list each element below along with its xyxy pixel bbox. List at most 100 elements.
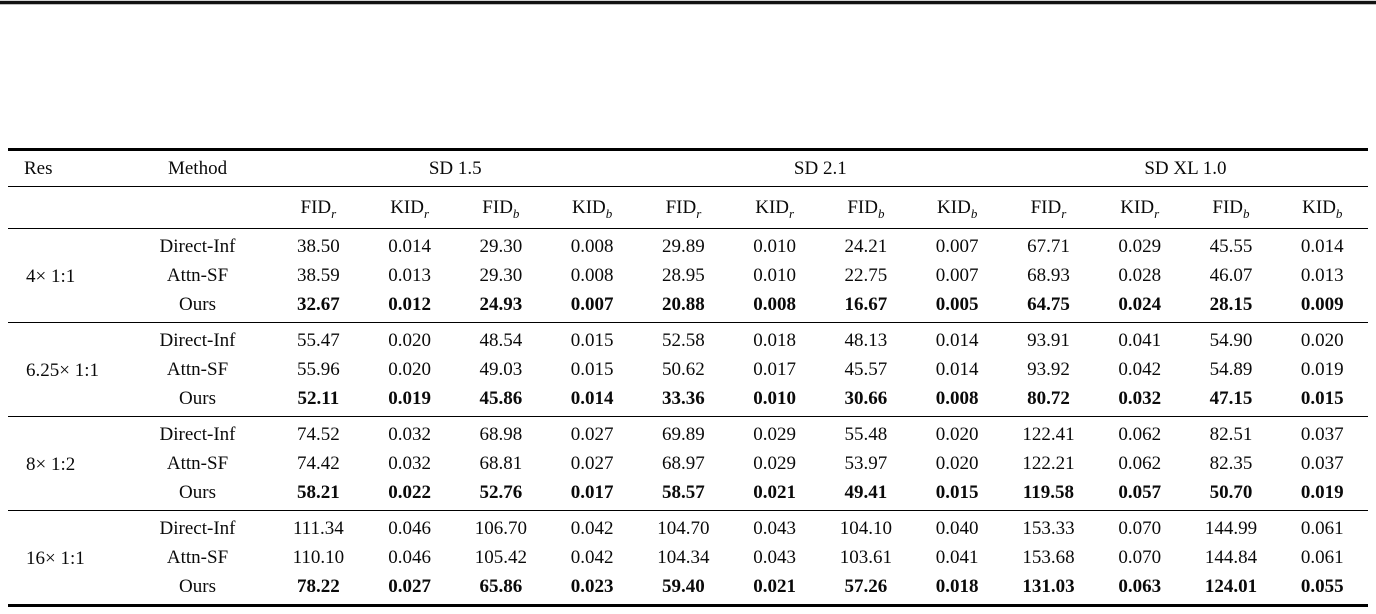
metric-value: 45.86: [479, 387, 523, 409]
metric-value: 0.015: [570, 329, 614, 351]
metric-value: 52.76: [479, 481, 523, 503]
metric-header: KIDr: [364, 187, 455, 229]
metric-value: 0.042: [570, 546, 614, 568]
metric-value: 28.95: [662, 264, 705, 286]
metric-value: 58.57: [662, 481, 705, 503]
table-row: 8× 1:2 Direct-Inf 74.52 0.032 68.98 0.027…: [8, 417, 1368, 476]
metric-value: 45.57: [844, 358, 888, 380]
table-row: 6.25× 1:1 Direct-Inf 55.47 0.020 48.54 0.…: [8, 323, 1368, 382]
metric-value: 24.21: [844, 235, 888, 257]
group-header-sdxl: SD XL 1.0: [1144, 157, 1227, 179]
method-cell: Direct-Inf: [159, 517, 236, 539]
metric-value: 0.055: [1300, 575, 1344, 597]
res-group: 6.25× 1:1 Direct-Inf 55.47 0.020 48.54 0.…: [8, 322, 1368, 417]
metric-name: KID: [1302, 196, 1336, 218]
table-head: Res Method SD 1.5 SD 2.1 SD XL 1.0 FIDr …: [8, 150, 1368, 229]
metric-value: 144.84: [1204, 546, 1258, 568]
metric-value: 0.028: [1118, 264, 1162, 286]
metric-value: 0.014: [1300, 235, 1344, 257]
metric-value: 0.008: [570, 235, 614, 257]
metric-value: 0.008: [570, 264, 614, 286]
metric-value: 20.88: [662, 293, 705, 315]
table-row: Ours 78.22 0.027 65.86 0.023 59.40 0.021…: [8, 572, 1368, 606]
metric-value: 0.012: [388, 293, 431, 315]
metric-value: 0.010: [753, 387, 797, 409]
metric-value: 0.032: [388, 423, 431, 445]
res-cell: 16× 1:1: [26, 548, 85, 569]
metric-sub: b: [1243, 205, 1250, 221]
metric-value: 0.046: [388, 517, 431, 539]
metric-value: 0.015: [1300, 387, 1344, 409]
metric-value: 0.027: [570, 452, 614, 474]
metric-name: KID: [571, 196, 606, 218]
metric-value: 0.019: [388, 387, 431, 409]
method-cell: Attn-SF: [166, 452, 229, 474]
metric-value: 119.58: [1022, 481, 1075, 503]
metric-header: KIDb: [1277, 187, 1368, 229]
metric-value: 65.86: [479, 575, 523, 597]
metric-value: 0.061: [1300, 517, 1344, 539]
metric-value: 106.70: [474, 517, 527, 539]
metric-sub: r: [789, 205, 795, 221]
metric-name: KID: [390, 196, 424, 218]
res-cell: 4× 1:1: [26, 266, 76, 287]
metric-value: 54.89: [1209, 358, 1253, 380]
metric-value: 0.032: [1118, 387, 1162, 409]
method-cell: Attn-SF: [166, 264, 229, 286]
metric-value: 30.66: [844, 387, 888, 409]
metric-value: 80.72: [1027, 387, 1070, 409]
metric-value: 0.037: [1300, 452, 1344, 474]
metric-value: 122.41: [1022, 423, 1075, 445]
metric-value: 0.013: [388, 264, 431, 286]
metric-value: 0.007: [935, 235, 979, 257]
method-cell: Ours: [179, 575, 216, 597]
metric-value: 0.018: [753, 329, 797, 351]
metric-value: 52.11: [297, 387, 340, 409]
metric-value: 93.91: [1027, 329, 1070, 351]
metric-value: 0.043: [753, 517, 797, 539]
metric-value: 38.50: [296, 235, 340, 257]
empty-cell: [8, 187, 122, 229]
metric-value: 0.063: [1118, 575, 1162, 597]
metric-value: 0.023: [570, 575, 614, 597]
metric-sub: b: [1335, 205, 1343, 221]
metric-header: KIDr: [1094, 187, 1185, 229]
metric-value: 0.070: [1118, 546, 1162, 568]
metric-name: FID: [665, 196, 697, 218]
metric-value: 38.59: [296, 264, 340, 286]
group-header-sd21: SD 2.1: [793, 157, 847, 179]
metric-value: 93.92: [1027, 358, 1070, 380]
metric-value: 22.75: [844, 264, 888, 286]
table-row: 4× 1:1 Direct-Inf 38.50 0.014 29.30 0.008…: [8, 229, 1368, 288]
metric-value: 0.046: [388, 546, 431, 568]
empty-cell: [122, 187, 272, 229]
method-column-header: Method: [167, 157, 228, 179]
metric-header: FIDb: [455, 187, 546, 229]
metric-value: 153.33: [1022, 517, 1075, 539]
metric-value: 55.96: [296, 358, 340, 380]
metric-value: 104.10: [839, 517, 893, 539]
metric-value: 48.13: [844, 329, 888, 351]
metric-header: FIDr: [1003, 187, 1094, 229]
metric-sub: r: [696, 205, 702, 221]
metric-value: 0.017: [753, 358, 797, 380]
metric-name: KID: [1120, 196, 1155, 218]
metric-value: 68.98: [479, 423, 523, 445]
metric-value: 29.30: [479, 235, 523, 257]
metric-value: 0.029: [1118, 235, 1162, 257]
metric-value: 153.68: [1022, 546, 1075, 568]
metric-value: 0.019: [1300, 481, 1344, 503]
metric-value: 124.01: [1204, 575, 1258, 597]
method-cell: Direct-Inf: [159, 329, 236, 351]
metric-value: 0.017: [570, 481, 614, 503]
metric-value: 55.48: [844, 423, 888, 445]
metric-value: 16.67: [844, 293, 888, 315]
metric-name: FID: [1212, 196, 1244, 218]
metric-value: 0.070: [1118, 517, 1162, 539]
metric-value: 0.010: [753, 264, 797, 286]
metric-value: 0.014: [388, 235, 431, 257]
metric-value: 0.015: [570, 358, 614, 380]
metric-sub: b: [512, 205, 520, 221]
metric-value: 29.30: [479, 264, 523, 286]
group-header-sd15: SD 1.5: [428, 157, 482, 179]
